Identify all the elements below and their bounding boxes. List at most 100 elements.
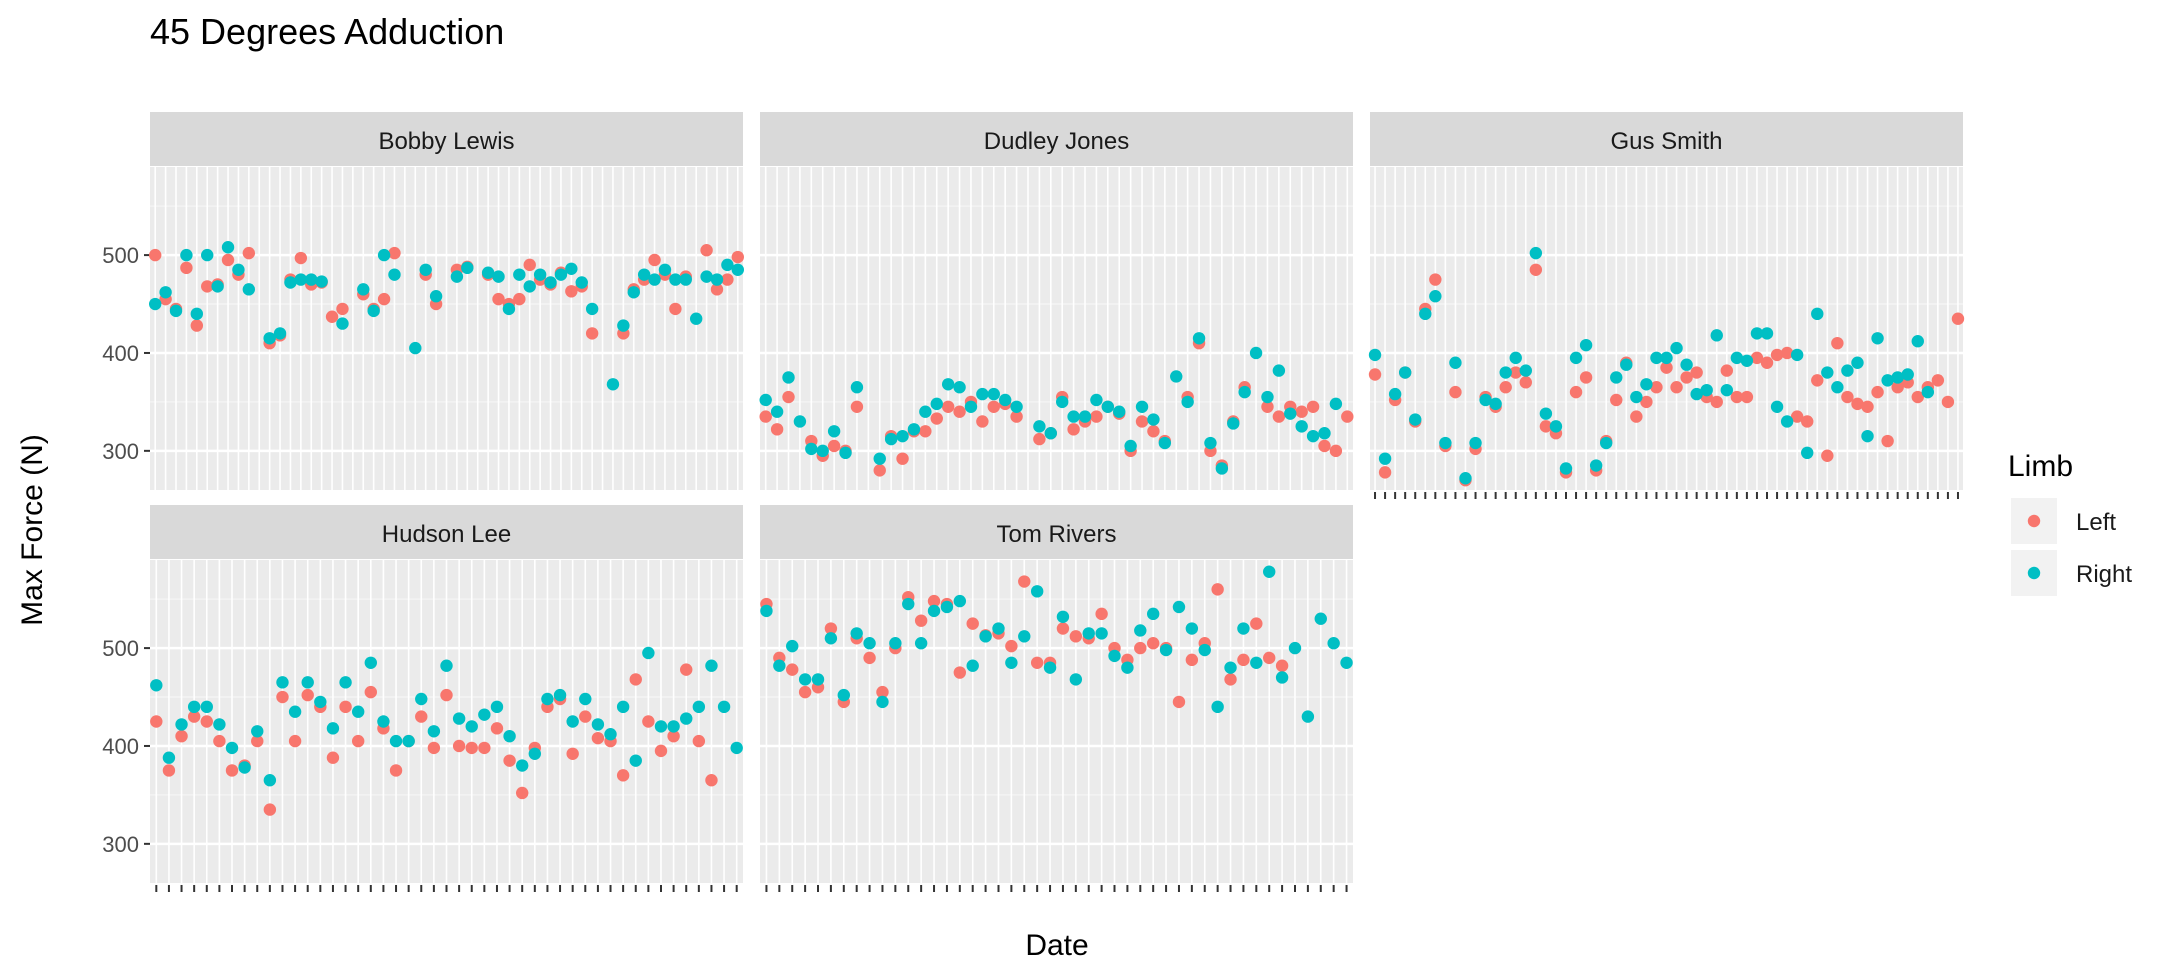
data-point-left xyxy=(642,715,655,728)
data-point-left xyxy=(1449,385,1462,399)
data-point-left xyxy=(667,729,680,743)
data-point-left xyxy=(1172,695,1186,709)
data-point-right xyxy=(211,280,224,293)
data-point-left xyxy=(452,739,466,753)
data-point-right xyxy=(654,720,668,733)
data-point-left xyxy=(180,261,193,275)
data-point-right xyxy=(1124,439,1137,453)
data-point-left xyxy=(705,774,718,787)
data-point-left xyxy=(1861,400,1874,414)
data-point-right xyxy=(481,266,495,279)
data-point-right xyxy=(1010,400,1023,414)
data-point-right xyxy=(782,371,795,384)
data-point-right xyxy=(1078,410,1092,423)
y-tick-label: 300 xyxy=(102,832,139,857)
data-point-right xyxy=(884,432,898,446)
data-point-right xyxy=(276,676,289,689)
legend-label: Right xyxy=(2076,561,2132,588)
data-point-right xyxy=(680,712,693,725)
data-point-left xyxy=(200,715,213,728)
data-point-left xyxy=(953,666,967,679)
data-point-left xyxy=(1760,356,1774,369)
data-point-right xyxy=(450,270,464,283)
y-tick-label: 400 xyxy=(102,734,139,759)
data-point-right xyxy=(1670,341,1683,355)
facet-panel: Gus Smith xyxy=(1368,112,1965,499)
data-point-right xyxy=(1211,700,1224,714)
data-point-left xyxy=(1539,420,1553,433)
data-point-left xyxy=(339,700,352,714)
data-point-right xyxy=(1030,585,1044,598)
data-point-right xyxy=(1589,459,1603,472)
data-point-right xyxy=(225,741,239,755)
data-point-right xyxy=(953,594,967,608)
data-point-right xyxy=(591,718,605,731)
data-point-left xyxy=(1670,381,1683,394)
data-point-right xyxy=(730,741,743,755)
data-point-left xyxy=(721,273,734,286)
data-point-left xyxy=(1811,374,1824,387)
data-point-left xyxy=(941,400,955,414)
data-point-right xyxy=(669,273,682,286)
data-point-left xyxy=(513,292,526,306)
data-point-left xyxy=(1519,376,1532,389)
data-point-right xyxy=(1224,661,1237,674)
facet-strip xyxy=(150,112,743,166)
data-point-left xyxy=(1378,466,1392,479)
data-point-left xyxy=(1250,617,1263,630)
data-point-right xyxy=(1640,378,1653,391)
data-point-right xyxy=(1146,607,1160,621)
data-point-left xyxy=(377,292,391,306)
legend-label: Left xyxy=(2076,509,2116,536)
data-point-right xyxy=(1095,627,1108,640)
data-point-left xyxy=(1146,636,1160,650)
data-point-right xyxy=(1730,351,1744,365)
data-point-right xyxy=(1033,420,1046,433)
data-point-right xyxy=(1056,610,1070,623)
data-point-left xyxy=(976,415,989,428)
facet-label: Tom Rivers xyxy=(996,521,1116,548)
data-point-left xyxy=(1090,410,1103,423)
data-point-right xyxy=(889,636,902,650)
data-point-left xyxy=(914,614,928,627)
data-point-right xyxy=(1135,400,1149,414)
panel-background xyxy=(760,167,1353,490)
data-point-right xyxy=(604,728,617,741)
data-point-right xyxy=(1172,600,1186,614)
data-point-left xyxy=(213,734,226,748)
data-point-right xyxy=(930,397,943,411)
data-point-right xyxy=(1811,307,1824,321)
data-point-right xyxy=(1780,415,1794,428)
data-point-left xyxy=(242,246,256,260)
data-point-right xyxy=(314,695,327,709)
facet-panel: Tom Rivers xyxy=(760,505,1353,892)
facet-label: Bobby Lewis xyxy=(378,128,514,155)
data-point-left xyxy=(364,685,377,699)
data-point-left xyxy=(1069,630,1083,643)
data-point-right xyxy=(1250,656,1263,669)
data-point-left xyxy=(1010,410,1023,423)
data-point-left xyxy=(1851,397,1864,411)
data-point-right xyxy=(1891,371,1904,384)
data-point-right xyxy=(700,270,713,283)
data-point-left xyxy=(585,327,599,340)
data-point-left xyxy=(759,410,772,423)
data-point-left xyxy=(1224,673,1237,686)
data-point-right xyxy=(284,276,297,289)
data-point-right xyxy=(759,393,772,407)
data-point-right xyxy=(1113,405,1126,418)
data-point-left xyxy=(966,617,979,630)
data-point-right xyxy=(1690,387,1703,401)
facet-label: Gus Smith xyxy=(1610,128,1722,155)
data-point-left xyxy=(490,722,504,735)
data-point-right xyxy=(1750,327,1764,340)
data-point-right xyxy=(503,729,516,743)
data-point-right xyxy=(907,423,921,436)
data-point-left xyxy=(1295,405,1308,418)
data-point-right xyxy=(1378,452,1392,465)
data-point-right xyxy=(1841,364,1854,377)
data-point-right xyxy=(528,747,542,760)
data-point-right xyxy=(953,381,966,394)
data-point-right xyxy=(1459,472,1472,485)
data-point-right xyxy=(902,597,915,611)
